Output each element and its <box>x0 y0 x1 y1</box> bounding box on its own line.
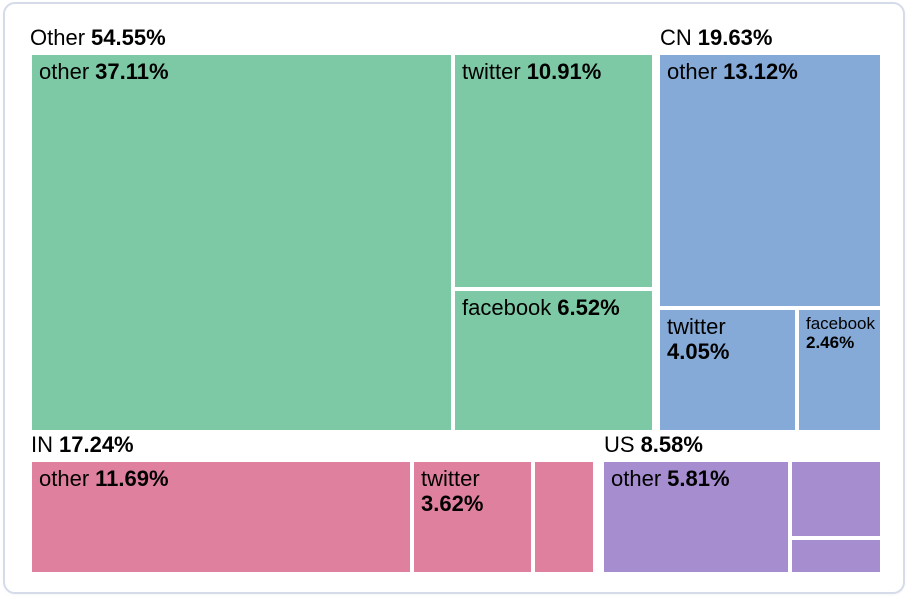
cell-name-label: facebook <box>806 314 875 333</box>
cell-value-label: 4.05% <box>667 339 730 365</box>
cell-name-label: facebook <box>462 295 552 320</box>
group-label-us: US 8.58% <box>604 432 703 457</box>
cell-name-label: other <box>39 59 90 84</box>
group-total: 54.55% <box>91 25 166 50</box>
treemap-cell-cn-facebook[interactable]: facebook 2.46% <box>799 310 880 430</box>
group-name: Other <box>30 25 86 50</box>
treemap-cell-cn-other[interactable]: other 13.12% <box>660 55 880 306</box>
group-total: 8.58% <box>640 432 703 457</box>
group-name: US <box>604 432 635 457</box>
treemap-cell-in-other[interactable]: other 11.69% <box>32 462 410 572</box>
treemap-cell-other-other[interactable]: other 37.11% <box>32 55 451 430</box>
cell-name-label: other <box>611 466 662 491</box>
cell-value-label: 37.11% <box>95 59 169 84</box>
cell-value-label: 13.12% <box>723 59 798 84</box>
cell-value-label: 5.81% <box>667 466 730 491</box>
treemap-cell-other-facebook[interactable]: facebook 6.52% <box>455 291 652 430</box>
cell-value-label: 11.69% <box>95 466 169 491</box>
cell-value-label: 6.52% <box>557 295 620 320</box>
group-total: 19.63% <box>697 25 773 50</box>
group-name: CN <box>660 25 692 50</box>
group-name: IN <box>31 432 53 457</box>
group-label-in: IN 17.24% <box>31 432 134 457</box>
group-total: 17.24% <box>59 432 134 457</box>
treemap-cell-in-unlabeled-3[interactable] <box>535 462 593 572</box>
treemap-cell-us-other[interactable]: other 5.81% <box>604 462 788 572</box>
treemap-cell-us-unlabeled-2[interactable] <box>792 462 880 536</box>
cell-name-label: twitter <box>462 59 521 84</box>
cell-name-label: twitter <box>421 466 480 491</box>
group-label-cn: CN 19.63% <box>660 25 772 50</box>
cell-value-label: 3.62% <box>421 491 484 517</box>
cell-value-label: 10.91% <box>526 59 602 84</box>
treemap-cell-us-unlabeled-3[interactable] <box>792 540 880 572</box>
treemap-cell-in-twitter[interactable]: twitter 3.62% <box>414 462 531 572</box>
cell-name-label: other <box>39 466 90 491</box>
cell-value-label: 2.46% <box>806 333 855 353</box>
cell-name-label: other <box>667 59 718 84</box>
group-label-other: Other 54.55% <box>30 25 166 50</box>
cell-name-label: twitter <box>667 314 726 339</box>
treemap-cell-cn-twitter[interactable]: twitter 4.05% <box>660 310 795 430</box>
treemap-cell-other-twitter[interactable]: twitter 10.91% <box>455 55 652 287</box>
